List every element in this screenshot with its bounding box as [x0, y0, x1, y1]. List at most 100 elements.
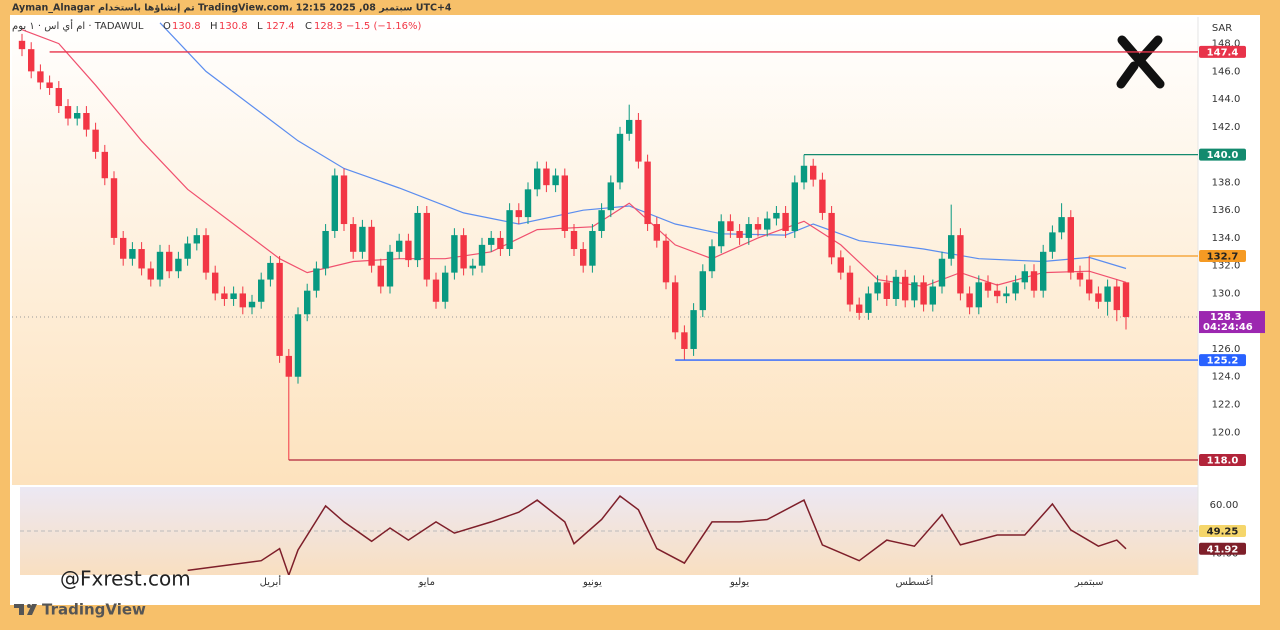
y-tick-label: 120.0	[1212, 427, 1241, 438]
level-tag	[1199, 249, 1246, 262]
level-tag	[1199, 148, 1246, 161]
level-tag	[1199, 454, 1246, 467]
ohlc-key: H	[210, 21, 218, 32]
candle-body	[948, 235, 955, 259]
price-pane	[12, 17, 1198, 485]
candle-body	[138, 249, 145, 269]
y-tick-label: 132.0	[1212, 261, 1241, 272]
candle-body	[64, 106, 72, 119]
x-tick-label: يونيو	[582, 577, 602, 588]
candle-body	[18, 40, 26, 50]
x-tick-label: سبتمبر	[1074, 577, 1104, 588]
candle-body	[1095, 293, 1102, 302]
candle-body	[488, 237, 495, 245]
candle-body	[856, 304, 863, 313]
level-label: 140.0	[1207, 150, 1239, 161]
candle-body	[497, 237, 504, 250]
candle-body	[267, 262, 274, 280]
y-tick-label: 144.0	[1212, 94, 1241, 105]
candle-body	[304, 290, 311, 315]
candle-body	[147, 268, 154, 280]
candle-body	[414, 212, 421, 261]
ohlc-key: L	[257, 21, 263, 32]
candle-body	[800, 165, 808, 183]
candle-body	[570, 230, 578, 250]
rsi-label: 41.92	[1207, 544, 1239, 555]
candle-body	[745, 224, 752, 238]
candle-body	[883, 282, 890, 299]
candle-body	[681, 332, 688, 349]
candle-body	[386, 251, 394, 287]
candle-body	[902, 276, 909, 301]
level-label: 118.0	[1207, 456, 1239, 467]
candle-body	[598, 210, 605, 231]
x-tick-label: مايو	[418, 577, 435, 588]
candle-body	[37, 71, 44, 83]
candle-body	[920, 282, 927, 305]
candle-body	[626, 119, 633, 134]
candle-body	[727, 221, 734, 231]
candle-body	[672, 282, 679, 333]
tradingview-logo: TradingView	[14, 601, 146, 619]
candle-body	[653, 224, 660, 241]
candle-body	[1030, 271, 1038, 291]
x-tick-label: أبريل	[260, 575, 282, 588]
level-tag	[1199, 45, 1246, 58]
candle-body	[184, 243, 191, 259]
candle-body	[837, 257, 844, 273]
candle-body	[442, 272, 449, 302]
candle-body	[28, 49, 35, 72]
candle-body	[561, 175, 568, 231]
candle-body	[248, 301, 256, 308]
x-tick-label: أغسطس	[895, 575, 933, 588]
candle-body	[828, 212, 835, 258]
candle-body	[322, 230, 329, 269]
candle-body	[350, 224, 357, 252]
candle-body	[423, 212, 430, 280]
ohlc-value: 127.4	[266, 21, 295, 32]
candle-body	[938, 258, 946, 287]
rsi-ma-tag	[1199, 525, 1246, 537]
candle-body	[239, 293, 246, 308]
candle-body	[368, 226, 375, 266]
candle-body	[607, 182, 614, 211]
y-tick-label: 136.0	[1212, 205, 1241, 216]
y-tick-label: 134.0	[1212, 233, 1241, 244]
candle-body	[276, 262, 283, 356]
last-price-label: 128.3	[1210, 312, 1242, 323]
candle-body	[396, 240, 403, 252]
rsi-ma-label: 49.25	[1207, 527, 1239, 538]
candle-body	[193, 235, 200, 244]
candle-body	[432, 279, 440, 302]
candle-body	[83, 113, 90, 130]
candle-body	[469, 265, 476, 269]
ohlc-key: C	[305, 21, 312, 32]
rsi-tick-label: 60.00	[1210, 500, 1239, 511]
candle-body	[331, 175, 338, 231]
candle-body	[1076, 272, 1084, 280]
candle-body	[212, 272, 219, 294]
candle-body	[865, 293, 872, 313]
candle-body	[754, 224, 762, 230]
candle-body	[534, 168, 541, 190]
candle-body	[478, 244, 486, 266]
candle-body	[1040, 251, 1047, 291]
watermark: @Fxrest.com	[60, 567, 191, 591]
level-label: 132.7	[1207, 251, 1239, 262]
candle-body	[1058, 217, 1065, 233]
candle-body	[1113, 286, 1120, 311]
candle-body	[690, 310, 697, 349]
candle-body	[166, 251, 173, 272]
candle-body	[552, 175, 559, 186]
candle-body	[874, 282, 881, 294]
y-tick-label: 148.0	[1212, 39, 1241, 50]
candle-body	[46, 82, 53, 89]
x-logo	[1116, 35, 1165, 89]
candle-body	[1122, 282, 1130, 318]
candle-body	[1012, 282, 1019, 294]
candle-body	[791, 182, 798, 231]
candle-body	[589, 230, 596, 266]
candle-body	[258, 279, 265, 302]
price-plot	[12, 22, 1198, 461]
